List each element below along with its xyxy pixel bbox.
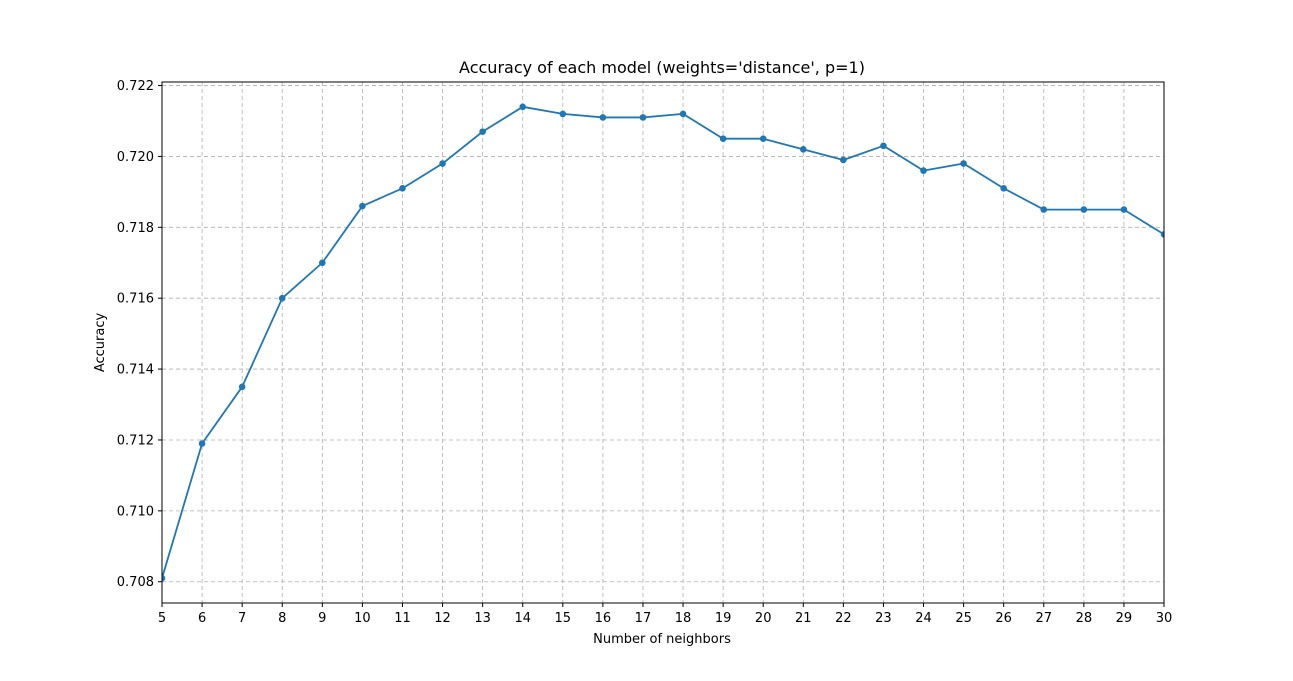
- x-tick-label: 7: [238, 611, 246, 626]
- y-axis: 0.708 0.710 0.712 0.714 0.716 0.718 0.720 0.722: [117, 79, 162, 590]
- x-tick-label: 16: [595, 611, 612, 626]
- y-tick-label: 0.710: [117, 504, 154, 519]
- data-point: [479, 128, 486, 135]
- plot-area: [162, 103, 1164, 582]
- y-tick-label: 0.714: [117, 363, 154, 378]
- grid: [161, 82, 1165, 603]
- data-point: [1000, 185, 1007, 192]
- y-axis-label: Accuracy: [93, 313, 108, 373]
- x-tick-label: 11: [394, 611, 411, 626]
- y-tick-label: 0.712: [117, 433, 154, 448]
- data-point: [439, 160, 446, 167]
- x-axis-label: Number of neighbors: [593, 632, 731, 647]
- plot-frame: [161, 81, 1165, 604]
- data-point: [1080, 206, 1088, 213]
- y-tick-label: 0.718: [117, 221, 154, 236]
- data-point: [759, 135, 767, 143]
- data-point: [920, 167, 927, 174]
- x-tick-label: 17: [635, 611, 652, 626]
- data-point: [278, 294, 286, 302]
- data-point: [1040, 206, 1048, 213]
- x-tick-label: 5: [158, 611, 166, 626]
- x-tick-label: 12: [434, 611, 451, 626]
- data-point: [880, 142, 887, 150]
- x-tick-label: 6: [198, 611, 206, 626]
- x-tick-label: 21: [795, 611, 812, 626]
- x-axis: 5 6 7 8 9 10 11 12 13 14 15 16 17 18 19 20 21 22 23 24 25 26 2…: [158, 603, 1172, 626]
- data-point: [399, 185, 406, 192]
- x-tick-label: 13: [474, 611, 491, 626]
- x-tick-label: 23: [875, 611, 892, 626]
- x-tick-label: 15: [555, 611, 572, 626]
- data-point: [1120, 206, 1128, 213]
- x-tick-label: 22: [835, 611, 852, 626]
- data-point: [238, 383, 246, 391]
- y-tick-label: 0.720: [117, 150, 154, 165]
- data-point: [162, 574, 166, 582]
- x-tick-label: 18: [675, 611, 692, 626]
- x-tick-label: 26: [995, 611, 1012, 626]
- data-point: [559, 110, 567, 118]
- data-point: [519, 103, 527, 111]
- data-point: [799, 146, 807, 153]
- x-tick-label: 19: [715, 611, 732, 626]
- data-point: [960, 160, 967, 167]
- data-point: [319, 259, 326, 267]
- data-point: [198, 440, 206, 447]
- chart-title: Accuracy of each model (weights='distanc…: [459, 58, 865, 77]
- data-point: [599, 114, 607, 121]
- x-tick-label: 27: [1035, 611, 1052, 626]
- y-tick-label: 0.716: [117, 292, 154, 307]
- x-tick-label: 24: [915, 611, 932, 626]
- data-point: [359, 202, 366, 210]
- x-tick-label: 14: [514, 611, 531, 626]
- series-line: [162, 105, 1164, 579]
- x-tick-label: 20: [755, 611, 772, 626]
- x-tick-label: 30: [1156, 611, 1173, 626]
- y-tick-label: 0.708: [117, 575, 154, 590]
- data-point: [840, 156, 847, 164]
- data-point: [679, 110, 687, 118]
- x-tick-label: 10: [354, 611, 371, 626]
- y-tick-label: 0.722: [117, 79, 154, 94]
- data-point: [639, 114, 647, 121]
- x-tick-label: 25: [955, 611, 972, 626]
- data-point: [719, 135, 727, 143]
- x-tick-label: 9: [318, 611, 326, 626]
- x-tick-label: 29: [1116, 611, 1133, 626]
- x-tick-label: 8: [278, 611, 286, 626]
- data-point: [1160, 231, 1164, 238]
- x-tick-label: 28: [1076, 611, 1093, 626]
